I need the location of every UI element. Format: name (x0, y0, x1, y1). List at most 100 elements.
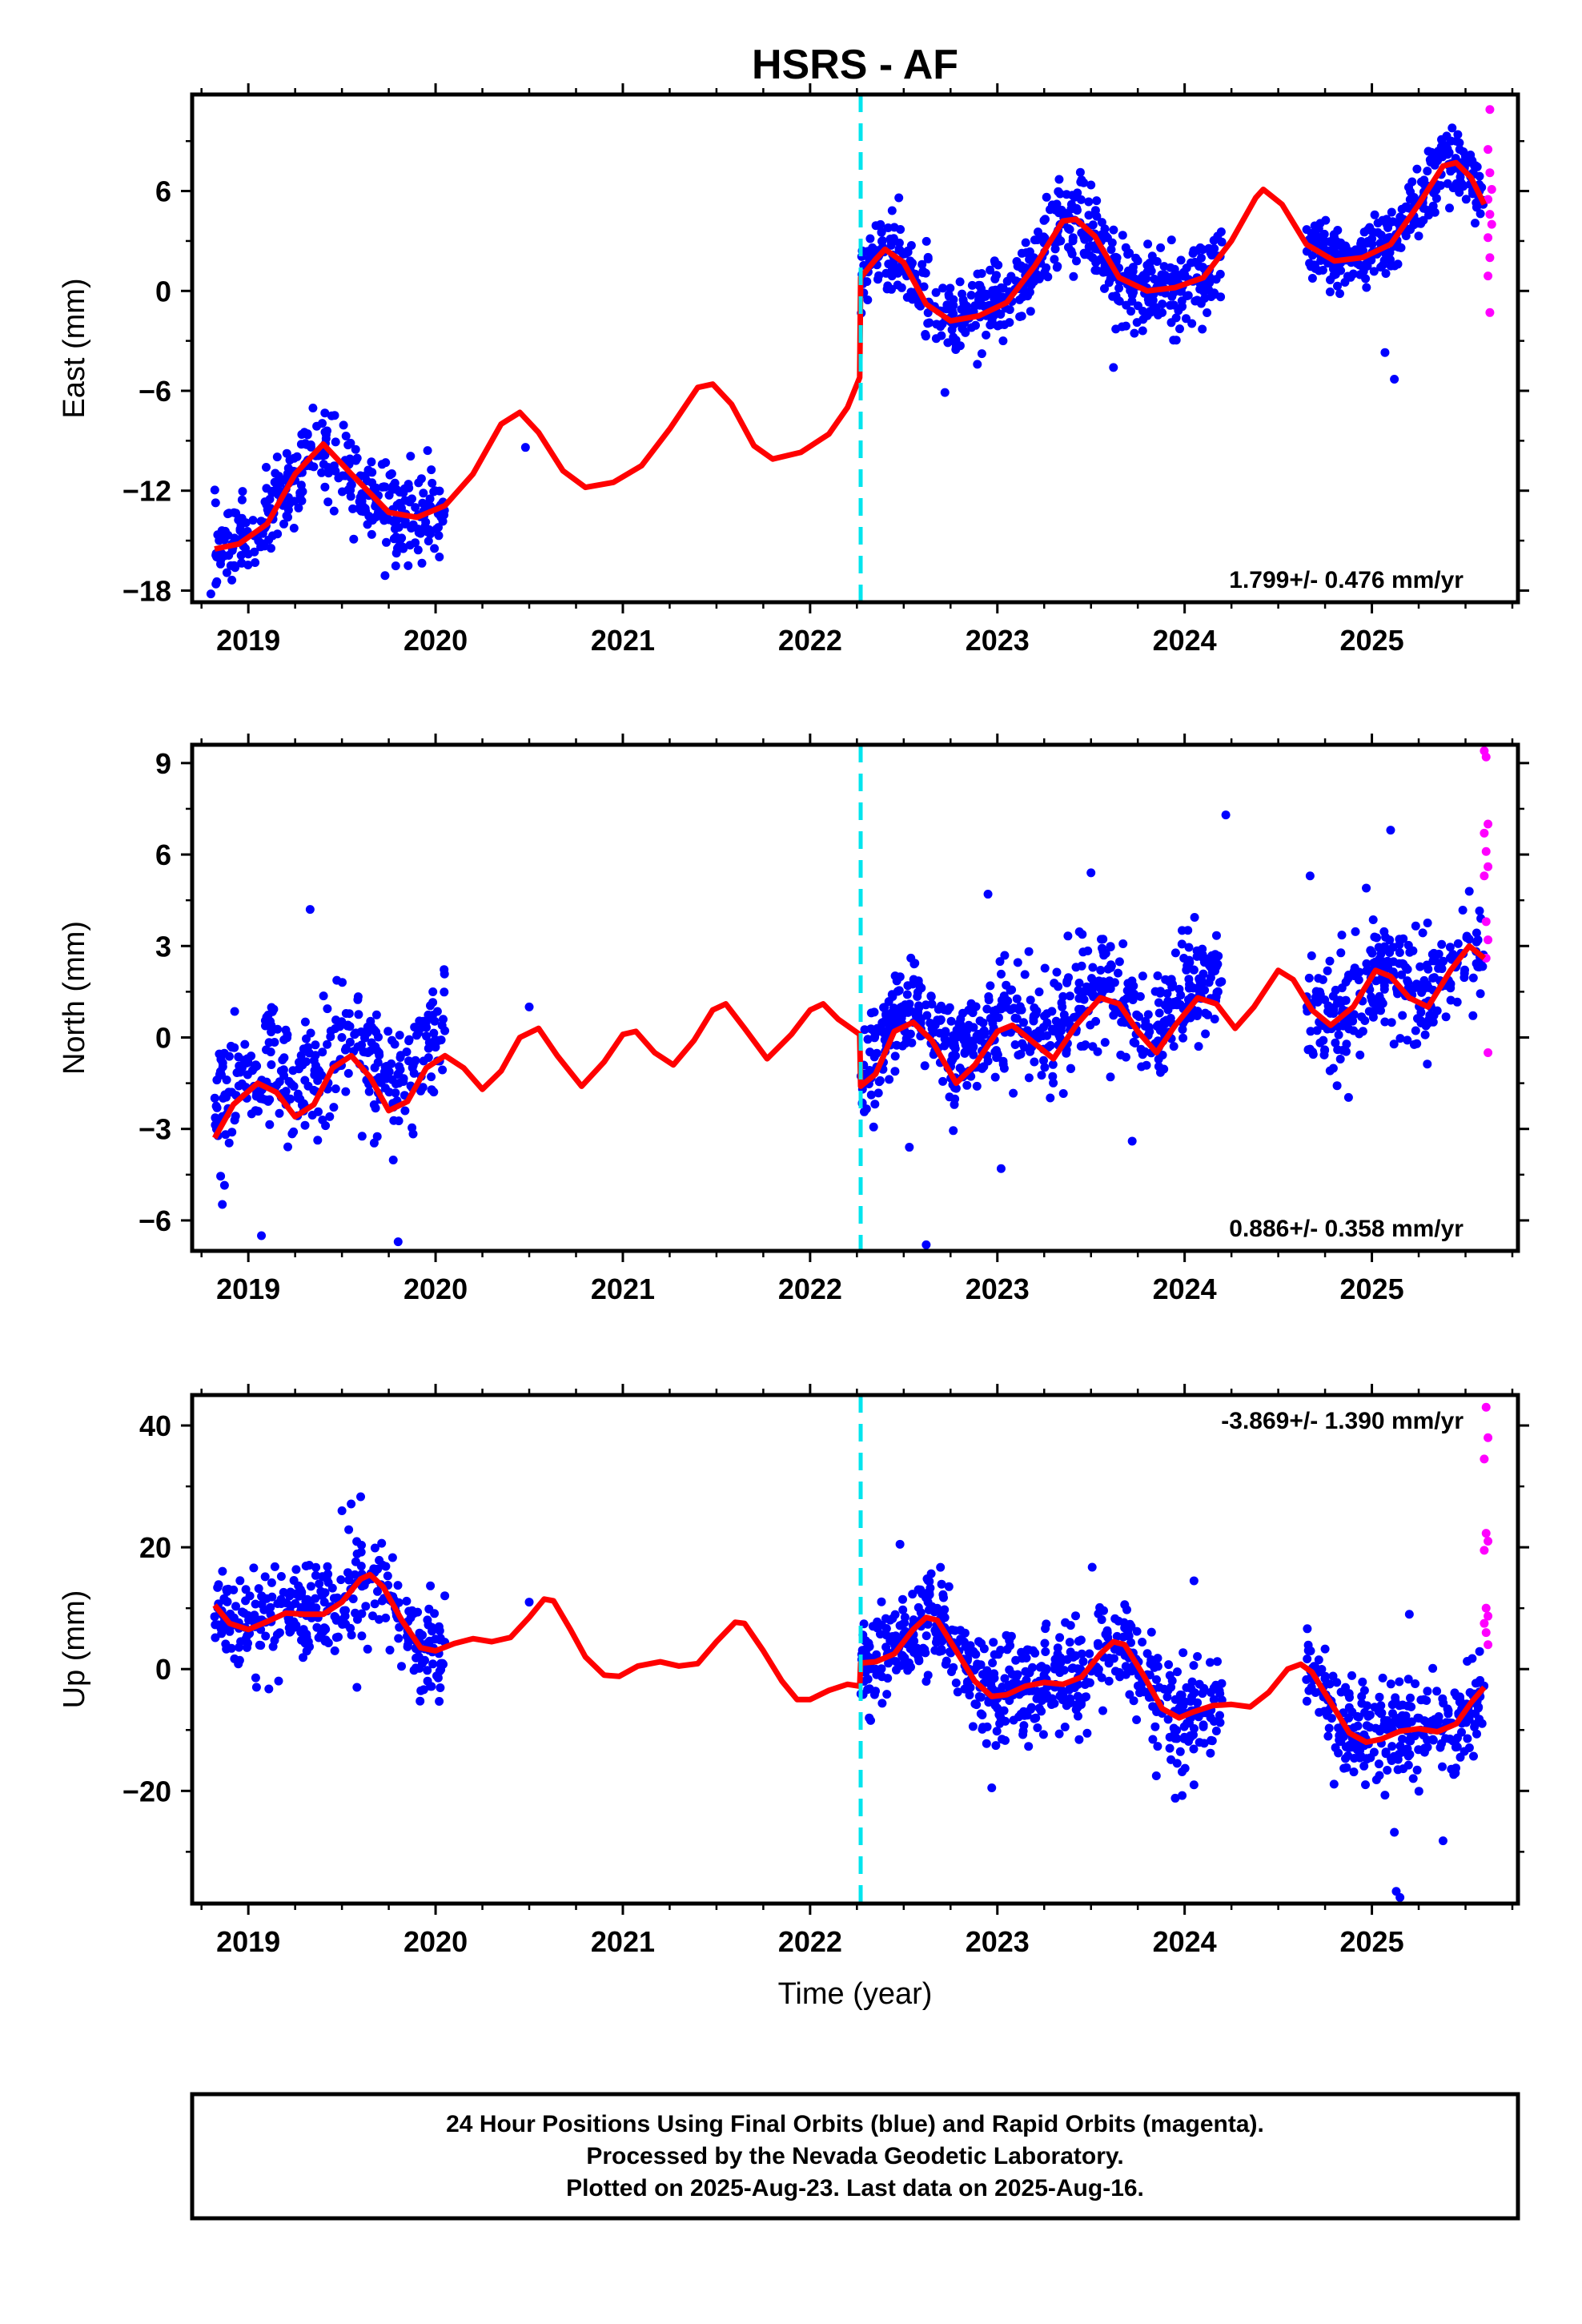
final-point (1079, 1041, 1089, 1051)
final-point (962, 1031, 971, 1041)
final-point (958, 324, 967, 333)
final-point (1177, 1691, 1186, 1700)
final-point (415, 1628, 424, 1638)
final-point (434, 1622, 444, 1631)
final-point (990, 1072, 1000, 1082)
final-point (1195, 1738, 1204, 1747)
final-point (946, 1056, 956, 1065)
final-point (1162, 1015, 1171, 1025)
rapid-point (1485, 253, 1495, 263)
final-point (384, 490, 394, 500)
final-point (382, 1061, 391, 1071)
final-point (1098, 943, 1106, 953)
final-point (1068, 236, 1078, 246)
final-point (1000, 993, 1010, 1003)
final-point (438, 1065, 448, 1075)
final-point (1380, 1791, 1390, 1800)
final-point (1078, 1657, 1088, 1667)
final-point (872, 1048, 881, 1058)
final-point (1438, 1836, 1447, 1846)
final-point (1158, 300, 1167, 309)
final-point (1138, 315, 1148, 324)
final-point (397, 504, 406, 513)
final-point (885, 1075, 894, 1084)
final-point (373, 1058, 383, 1068)
final-point (1309, 260, 1319, 270)
final-point (1380, 1017, 1390, 1027)
final-point (1066, 1621, 1075, 1630)
final-point (909, 1636, 919, 1646)
final-point (440, 969, 449, 979)
final-point (890, 1051, 900, 1061)
final-point (923, 1671, 933, 1680)
final-point (923, 319, 933, 328)
final-point (251, 1683, 261, 1692)
final-point (1201, 1029, 1211, 1039)
final-point (1029, 1011, 1038, 1021)
final-point (1109, 363, 1118, 372)
final-point (1047, 200, 1057, 210)
final-point (877, 227, 886, 237)
final-point (391, 561, 400, 571)
final-point (331, 1015, 340, 1025)
final-point (976, 1660, 986, 1670)
final-point (1129, 1696, 1138, 1706)
final-point (1405, 1750, 1415, 1759)
final-point (1088, 963, 1098, 972)
final-point (1094, 1641, 1103, 1651)
final-point (930, 1626, 940, 1635)
final-point (1114, 296, 1122, 305)
final-point (1109, 225, 1118, 235)
final-point (317, 468, 327, 477)
final-point (1452, 136, 1461, 146)
final-point (964, 1647, 974, 1657)
final-point (345, 454, 355, 464)
final-point (315, 1579, 324, 1589)
final-point (1414, 1787, 1423, 1796)
final-point (330, 1646, 339, 1655)
final-point (1050, 244, 1060, 254)
final-point (1423, 979, 1431, 989)
final-point (903, 1666, 913, 1675)
final-point (1019, 1018, 1028, 1027)
final-point (1423, 1059, 1432, 1069)
final-point (1166, 318, 1176, 328)
final-point (1177, 296, 1186, 306)
final-point (1085, 1649, 1094, 1659)
x-tick-label: 2021 (591, 1925, 655, 1958)
final-point (350, 1570, 359, 1579)
rapid-point (1481, 1603, 1491, 1613)
final-point (1154, 998, 1163, 1007)
final-point (1472, 198, 1481, 207)
final-point (226, 1609, 235, 1618)
final-point (1097, 218, 1106, 227)
final-point (1173, 274, 1182, 283)
final-point (1170, 264, 1179, 274)
final-point (1191, 257, 1199, 267)
y-axis-label: East (mm) (58, 278, 91, 418)
final-point (1024, 947, 1034, 956)
final-point (351, 1608, 360, 1618)
final-point (1163, 1715, 1173, 1724)
final-point (1169, 1723, 1178, 1733)
final-point (1026, 307, 1035, 316)
final-point (275, 1108, 284, 1118)
final-point (1473, 1703, 1483, 1713)
final-point (902, 292, 912, 302)
x-tick-label: 2022 (778, 624, 842, 657)
final-point (341, 1043, 351, 1053)
final-point (982, 1722, 992, 1731)
final-point (1336, 1737, 1346, 1747)
final-point (1178, 926, 1186, 935)
final-point (921, 268, 930, 278)
final-point (1367, 234, 1377, 243)
final-point (993, 321, 1002, 331)
final-point (1343, 1092, 1353, 1102)
final-point (1042, 1694, 1051, 1703)
final-point (1333, 226, 1343, 235)
final-point (1158, 1024, 1167, 1034)
final-point (1211, 1727, 1221, 1735)
y-tick-label: −20 (122, 1775, 171, 1807)
final-point (1088, 220, 1098, 230)
final-point (1446, 995, 1456, 1005)
